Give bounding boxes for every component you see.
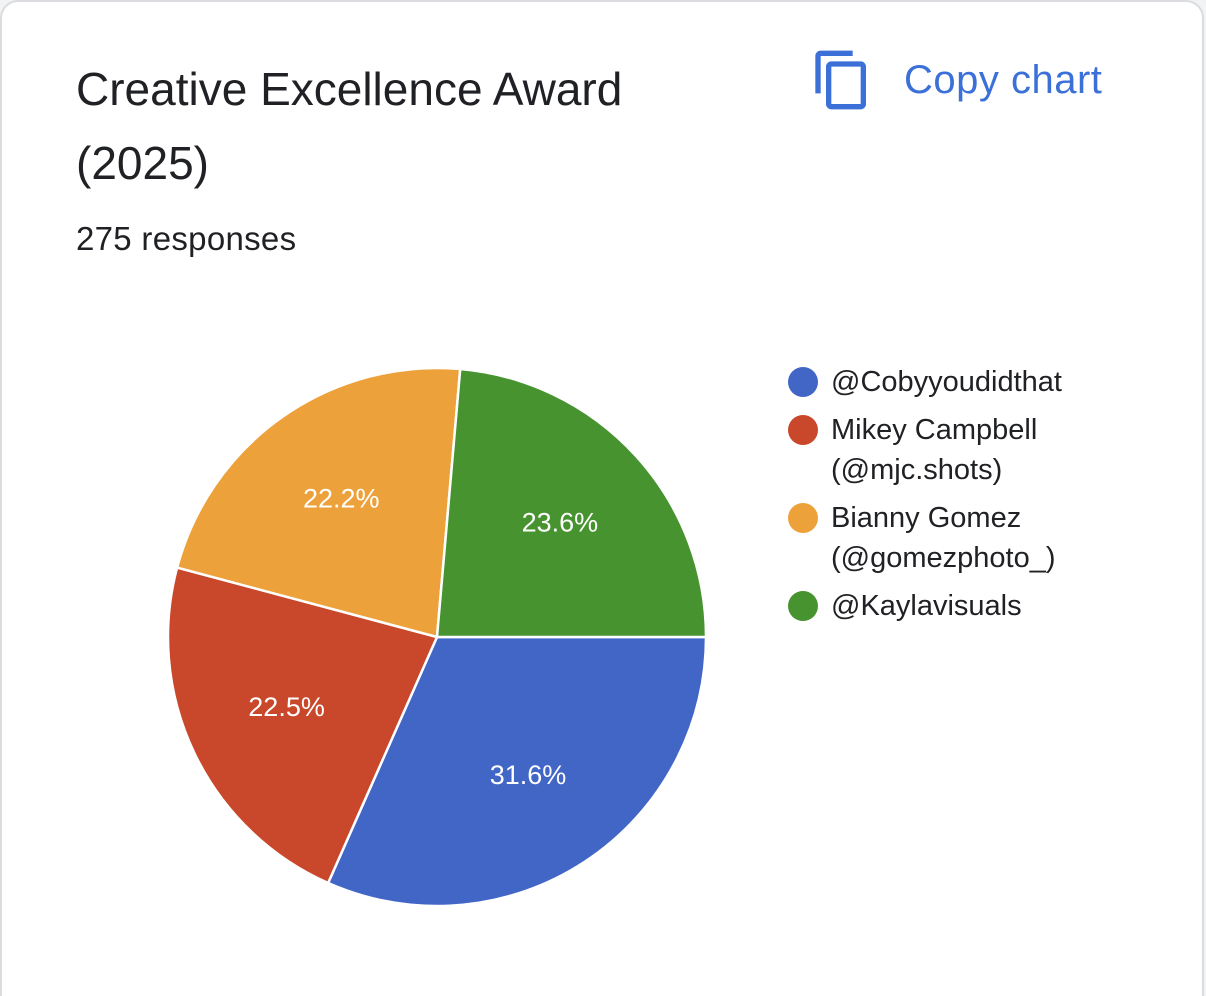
legend-label: @Kaylavisuals <box>831 590 1022 622</box>
copy-chart-button[interactable]: Copy chart <box>798 40 1114 120</box>
pie-slice-4[interactable] <box>435 367 708 639</box>
pie-slice-1[interactable] <box>326 635 708 908</box>
legend-swatch <box>788 503 818 533</box>
slice-label-4: 23.6% <box>522 507 599 537</box>
legend-item-2: Mikey Campbell (@mjc.shots) <box>788 410 1198 490</box>
slice-label-2: 22.5% <box>248 692 325 722</box>
legend-item-4: @Kaylavisuals <box>788 586 1198 626</box>
slice-label-3: 22.2% <box>303 484 380 514</box>
pie-slice-3[interactable] <box>175 366 462 639</box>
copy-chart-label: Copy chart <box>904 57 1103 102</box>
legend-swatch <box>788 415 818 445</box>
slice-label-1: 31.6% <box>490 760 567 790</box>
legend-swatch <box>788 591 818 621</box>
chart-legend: @Cobyyoudidthat Mikey Campbell (@mjc.shot… <box>788 362 1198 634</box>
chart-title: Creative Excellence Award (2025) <box>76 63 623 189</box>
legend-swatch <box>788 367 818 397</box>
pie-slice-2[interactable] <box>166 566 439 885</box>
response-count: 275 responses <box>76 220 297 257</box>
legend-item-3: Bianny Gomez (@gomezphoto_) <box>788 498 1198 578</box>
legend-label: Bianny Gomez (@gomezphoto_) <box>831 502 1056 574</box>
legend-label: @Cobyyoudidthat <box>831 366 1062 398</box>
copy-icon <box>815 50 866 110</box>
legend-item-1: @Cobyyoudidthat <box>788 362 1198 402</box>
pie-chart: 31.6% 22.5% 22.2% 23.6% <box>166 366 708 908</box>
legend-label: Mikey Campbell (@mjc.shots) <box>831 414 1038 486</box>
